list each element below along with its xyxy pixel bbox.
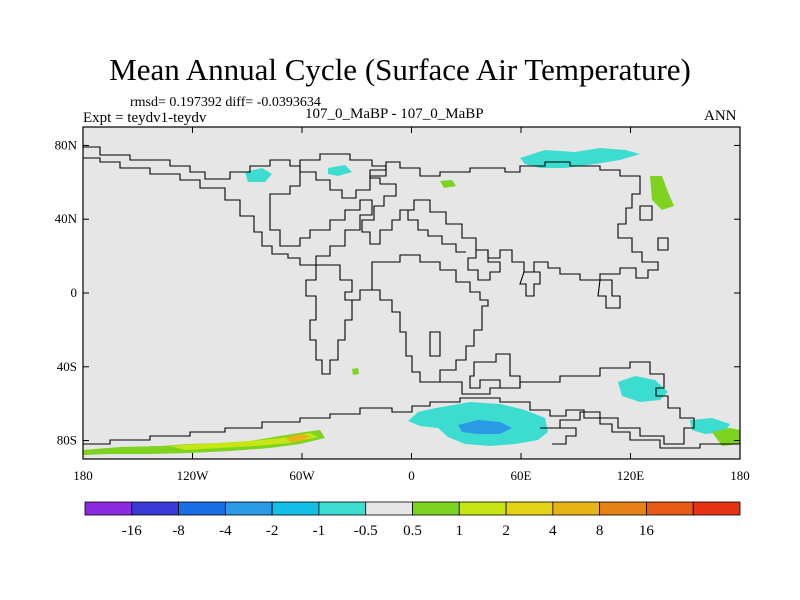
lat-tick-label: 40S bbox=[57, 359, 77, 374]
anomaly-patch-south-america bbox=[352, 368, 359, 375]
anomaly-patch-antarctic-west-green bbox=[83, 430, 325, 455]
anomaly-fills bbox=[83, 148, 740, 455]
lon-tick-label: 120W bbox=[177, 468, 210, 483]
colorbar-swatch bbox=[599, 501, 647, 516]
colorbar-swatch bbox=[84, 501, 133, 516]
anomaly-patch-antarctic-core bbox=[458, 420, 512, 434]
coastline-australia-bridge bbox=[440, 361, 695, 445]
coastline-southeast-asia bbox=[597, 279, 621, 309]
anomaly-patch-arctic-small bbox=[328, 165, 352, 176]
anomaly-patch-greenland bbox=[245, 168, 272, 182]
colorbar-swatch bbox=[646, 501, 694, 516]
coastline-antarctic-inlet bbox=[552, 427, 577, 445]
lat-tick-label: 80S bbox=[57, 433, 77, 448]
longitude-axis: 180 120W 60W 0 60E 120E 180 bbox=[73, 127, 750, 483]
anomaly-patch-siberia-green bbox=[650, 176, 674, 210]
coastline-africa-west-bulge bbox=[350, 289, 372, 301]
coastline-asia-islands bbox=[639, 205, 669, 251]
colorbar-label: 0.5 bbox=[403, 523, 422, 539]
coastline-madagascar bbox=[429, 331, 441, 357]
lon-tick-label: 60W bbox=[289, 468, 315, 483]
colorbar: -16 -8 -4 -2 -1 -0.5 0.5 1 2 4 8 16 bbox=[84, 501, 741, 539]
colorbar-label: -1 bbox=[313, 523, 326, 539]
anomaly-patch-asia-small bbox=[440, 180, 456, 188]
plot-title: Mean Annual Cycle (Surface Air Temperatu… bbox=[109, 52, 691, 87]
anomaly-patch-arctic-east bbox=[520, 148, 640, 168]
lon-tick-label: 0 bbox=[408, 468, 415, 483]
season-label: ANN bbox=[704, 108, 737, 124]
colorbar-swatch bbox=[458, 501, 507, 516]
colorbar-label: 2 bbox=[502, 523, 510, 539]
lat-tick-label: 80N bbox=[55, 137, 78, 152]
anomaly-patch-southeast-green bbox=[712, 428, 740, 446]
colorbar-label: -8 bbox=[172, 523, 185, 539]
coastline-arabia bbox=[467, 249, 501, 281]
colorbar-swatch bbox=[412, 501, 460, 516]
coastline-greenland bbox=[299, 153, 387, 199]
lon-tick-label: 120E bbox=[617, 468, 645, 483]
colorbar-swatch bbox=[365, 501, 413, 516]
colorbar-swatch bbox=[505, 501, 554, 516]
lon-tick-label: 180 bbox=[730, 468, 750, 483]
center-label: 107_0_MaBP - 107_0_MaBP bbox=[305, 106, 484, 122]
coastline-south-america bbox=[305, 264, 353, 375]
latitude-axis: 80N 40N 0 40S 80S bbox=[55, 137, 740, 448]
anomaly-patch-antarctic-west-orange bbox=[286, 434, 310, 442]
colorbar-label: 16 bbox=[639, 523, 655, 539]
colorbar-label: -16 bbox=[122, 523, 142, 539]
colorbar-label: -2 bbox=[266, 523, 279, 539]
lon-tick-label: 180 bbox=[73, 468, 93, 483]
colorbar-label: -0.5 bbox=[354, 523, 378, 539]
lat-tick-label: 0 bbox=[71, 285, 78, 300]
colorbar-swatch bbox=[692, 501, 741, 516]
colorbar-label: -4 bbox=[219, 523, 232, 539]
map-background bbox=[83, 127, 740, 459]
coastline-eurasia bbox=[361, 161, 659, 281]
stats-line: rmsd= 0.197392 diff= -0.0393634 bbox=[130, 95, 321, 110]
colorbar-swatch bbox=[318, 501, 367, 516]
colorbar-swatch bbox=[131, 501, 179, 516]
experiment-label: Expt = teydv1-teydv bbox=[83, 110, 207, 126]
coastlines bbox=[83, 146, 740, 449]
coastline-europe-detail bbox=[400, 209, 466, 253]
coastline-india bbox=[519, 271, 541, 297]
colorbar-label: 1 bbox=[456, 523, 464, 539]
lon-tick-label: 60E bbox=[511, 468, 532, 483]
colorbar-swatch bbox=[178, 501, 226, 516]
colorbar-swatch bbox=[224, 501, 273, 516]
colorbar-label: 8 bbox=[596, 523, 604, 539]
colorbar-swatch bbox=[271, 501, 320, 516]
colorbar-swatch bbox=[552, 501, 601, 516]
anomaly-patch-southeast bbox=[690, 418, 730, 434]
lat-tick-label: 40N bbox=[55, 211, 78, 226]
anomaly-patch-antarctic-west-yellow bbox=[170, 433, 318, 450]
coastline-north-america bbox=[83, 146, 373, 266]
colorbar-label: 4 bbox=[549, 523, 557, 539]
coastline-africa bbox=[371, 254, 489, 383]
coastline-antarctica bbox=[83, 397, 740, 449]
